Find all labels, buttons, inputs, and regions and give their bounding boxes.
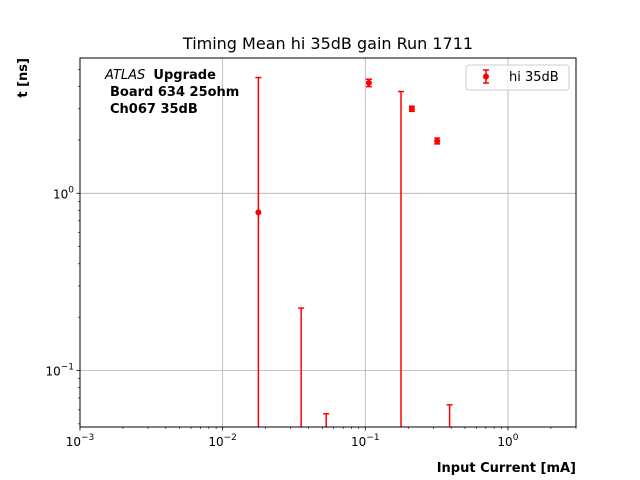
atlas-label: ATLAS [104, 68, 145, 83]
y-tick-label: 10−1 [45, 363, 74, 379]
axis-ticks: 10−3 10−2 10−1 100 10−1 100 [45, 69, 577, 449]
y-axis-label: t [ns] [16, 58, 31, 98]
data-point [255, 76, 262, 427]
x-tick-label: 10−1 [351, 433, 380, 449]
y-tick-label: 100 [53, 185, 74, 201]
board-label: Board 634 25ohm [110, 85, 239, 100]
data-point [434, 137, 441, 145]
data-point [446, 404, 453, 427]
svg-text:ATLAS Upgrade: ATLAS Upgrade [104, 68, 216, 83]
data-point [398, 90, 405, 427]
data-point [365, 78, 372, 88]
atlas-annotation: ATLAS Upgrade Board 634 25ohm Ch067 35dB [104, 68, 239, 117]
legend-box [465, 64, 570, 91]
data-marker [434, 138, 441, 145]
data-point [408, 105, 415, 113]
data-point [323, 413, 330, 427]
legend: hi 35dB [465, 64, 570, 91]
data-marker [255, 209, 262, 216]
channel-label: Ch067 35dB [110, 102, 198, 117]
plot-frame [79, 57, 577, 428]
x-tick-label: 100 [497, 433, 518, 449]
data-layer [255, 76, 453, 427]
legend-label: hi 35dB [509, 70, 559, 85]
chart-title: Timing Mean hi 35dB gain Run 1711 [182, 34, 473, 53]
grid-lines [80, 58, 576, 427]
upgrade-label: Upgrade [153, 68, 216, 83]
data-point [298, 307, 305, 427]
x-tick-label: 10−3 [66, 433, 95, 449]
legend-marker [483, 69, 489, 84]
x-axis-label: Input Current [mA] [437, 461, 576, 476]
data-marker [365, 79, 372, 86]
x-tick-label: 10−2 [208, 433, 237, 449]
data-marker [408, 105, 415, 112]
